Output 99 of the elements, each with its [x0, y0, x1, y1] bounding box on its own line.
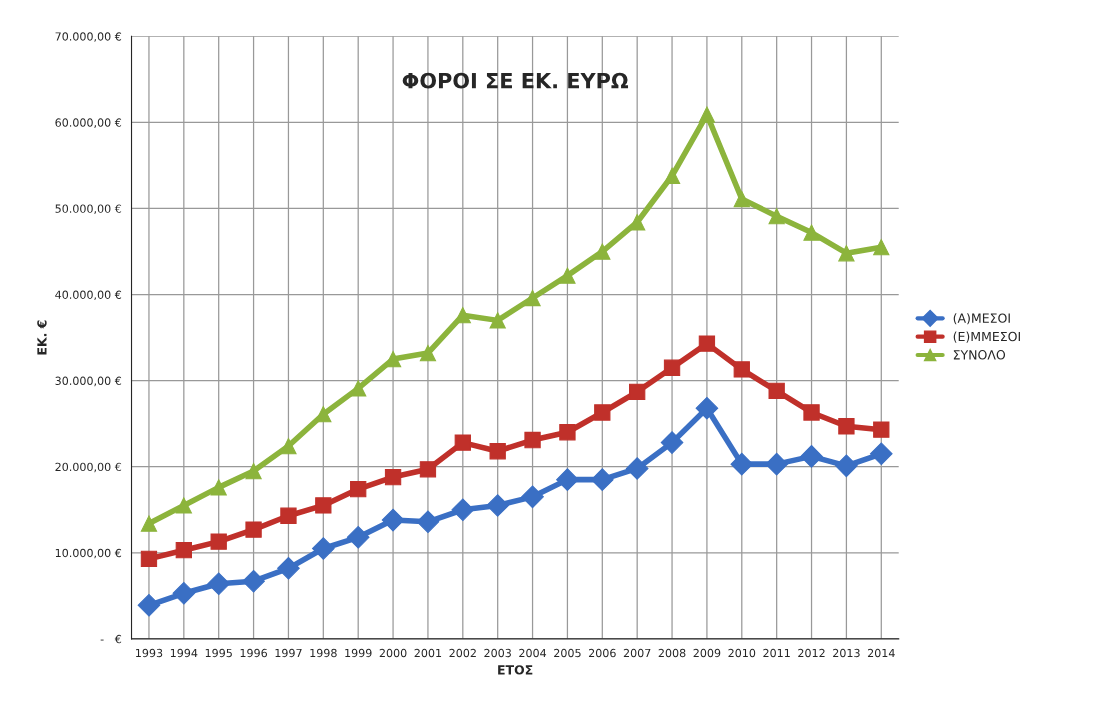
x-tick-label: 2011: [763, 648, 790, 658]
point: [489, 312, 506, 329]
point: [280, 437, 297, 455]
y-tick-label: 20.000,00 €: [55, 462, 122, 473]
point: [140, 550, 158, 567]
point: [454, 434, 471, 451]
point: [489, 443, 506, 460]
point: [521, 485, 544, 509]
y-tick-label: 60.000,00 €: [55, 118, 122, 128]
point: [381, 508, 405, 532]
point: [594, 404, 611, 421]
point: [838, 245, 855, 262]
y-axis-title: ΕΚ. €: [37, 320, 47, 355]
point: [873, 421, 890, 438]
point: [210, 533, 227, 550]
point: [486, 494, 510, 517]
point: [556, 468, 579, 491]
point: [210, 479, 227, 496]
point: [765, 452, 788, 476]
point: [312, 537, 335, 560]
point: [733, 361, 750, 378]
x-tick-label: 1997: [275, 648, 302, 658]
point: [730, 452, 754, 476]
point: [835, 454, 858, 478]
point: [207, 572, 231, 596]
point: [873, 239, 890, 256]
point: [451, 498, 475, 522]
point: [698, 106, 716, 123]
point: [869, 442, 893, 466]
x-tick-label: 2014: [867, 648, 895, 658]
point: [768, 382, 785, 400]
x-tick-label: 2013: [833, 648, 860, 658]
x-tick-label: 2006: [588, 648, 616, 658]
text: ΦΟΡΟΙ ΣΕ ΕΚ. ΕΥΡΩ: [402, 72, 629, 89]
point: [800, 445, 823, 468]
point: [803, 224, 820, 241]
point: [698, 335, 716, 352]
point: [175, 542, 192, 559]
x-tick-label: 1995: [205, 648, 232, 658]
point: [594, 243, 611, 260]
point: [625, 457, 649, 480]
legend-label: (Ε)ΜΜΕΣΟΙ: [953, 331, 1020, 343]
point: [350, 380, 367, 397]
x-tick-label: 1994: [170, 648, 198, 658]
point: [803, 404, 820, 421]
x-tick-label: 2004: [519, 648, 547, 658]
point: [245, 462, 262, 480]
x-tick-label: 2012: [798, 648, 825, 658]
x-tick-label: 2008: [658, 648, 686, 658]
point: [768, 208, 785, 225]
point: [663, 167, 681, 184]
point: [524, 431, 541, 449]
y-tick-label: 40.000,00 €: [55, 290, 122, 301]
x-tick-label: 2002: [449, 648, 476, 658]
point: [559, 424, 576, 441]
y-tick-label: 10.000,00 €: [55, 548, 122, 559]
point: [559, 267, 576, 284]
y-tick-label: 70.000,00 €: [55, 32, 122, 42]
x-tick-label: 1999: [345, 648, 372, 658]
x-tick-label: 2000: [379, 648, 407, 658]
point: [663, 359, 681, 376]
x-tick-label: 2003: [484, 648, 511, 658]
legend-label: (Α)ΜΕΣΟΙ: [953, 313, 1010, 325]
y-tick-label: 30.000,00 €: [55, 376, 122, 387]
x-tick-label: 2007: [623, 648, 651, 658]
point: [175, 497, 192, 514]
point: [277, 556, 300, 580]
point: [695, 396, 719, 420]
x-tick-label: 2009: [693, 648, 721, 658]
legend-label: ΣΥΝΟΛΟ: [953, 350, 1006, 360]
point: [660, 431, 684, 454]
point: [416, 510, 440, 534]
x-tick-label: 2001: [414, 648, 442, 658]
x-axis-title: ΕΤΟΣ: [498, 665, 533, 675]
point: [245, 521, 262, 538]
point: [172, 581, 196, 605]
point: [140, 515, 158, 532]
point: [137, 593, 161, 617]
point: [242, 569, 265, 593]
point: [280, 507, 297, 524]
y-tick-label: 50.000,00 €: [55, 204, 122, 214]
point: [733, 190, 750, 208]
point: [384, 468, 402, 486]
point: [838, 418, 855, 435]
x-tick-label: 2005: [554, 648, 581, 658]
point: [629, 383, 646, 400]
point: [419, 461, 437, 478]
x-tick-label: 1996: [240, 648, 268, 658]
y-tick-label: - €: [100, 634, 122, 644]
point: [350, 480, 367, 498]
point: [346, 525, 370, 549]
x-tick-label: 1993: [136, 648, 163, 658]
point: [315, 497, 332, 514]
point: [590, 468, 614, 491]
x-tick-label: 2010: [728, 648, 756, 658]
x-tick-label: 1998: [310, 648, 337, 658]
point: [419, 344, 437, 362]
point: [524, 289, 541, 307]
point: [629, 214, 646, 231]
